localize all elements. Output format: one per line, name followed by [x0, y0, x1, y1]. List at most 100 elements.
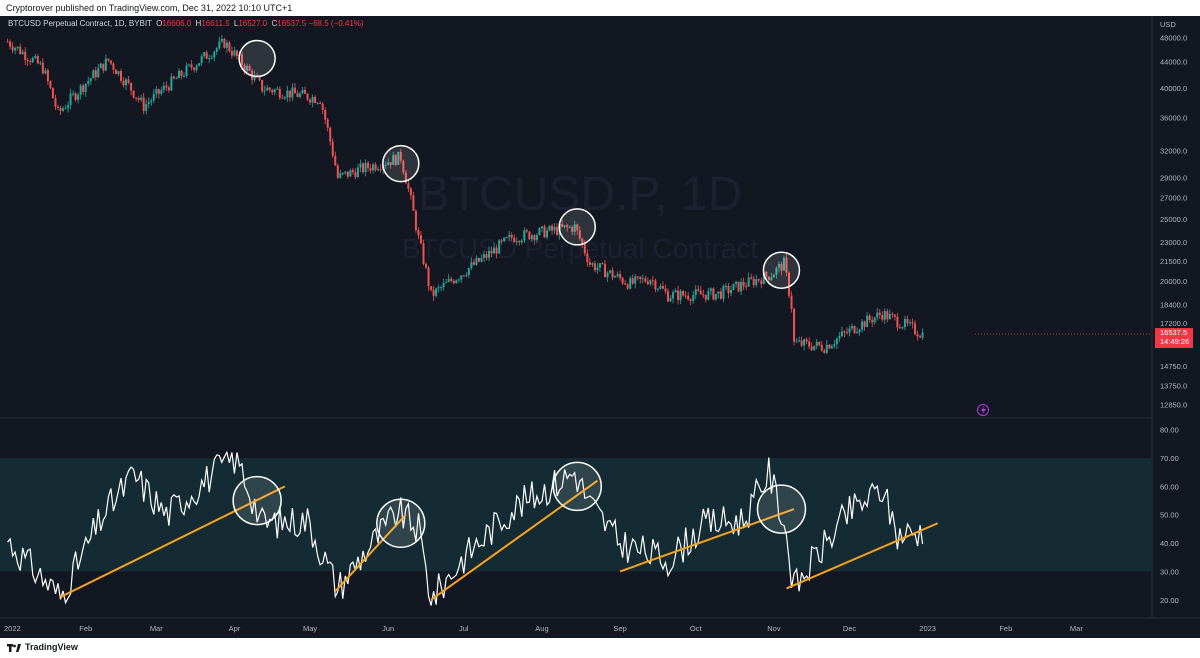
rsi-tick-label: 80.00	[1160, 426, 1179, 435]
candle	[649, 279, 652, 286]
candle-body	[770, 277, 773, 281]
candle-body	[135, 97, 138, 99]
candle-body	[737, 281, 740, 292]
rsi-trendline	[786, 522, 939, 590]
candle-body	[593, 263, 596, 271]
candle	[732, 283, 735, 291]
candle-body	[384, 165, 387, 167]
candle	[513, 234, 516, 243]
price-highlight-circle	[762, 251, 801, 289]
candle	[795, 337, 798, 343]
candle-body	[319, 102, 322, 104]
price-tick-label: 25000.0	[1160, 215, 1187, 224]
chart-canvas[interactable]: BTCUSD.P, 1D BTCUSD Perpetual Contract 4…	[0, 16, 1200, 638]
low-value: 16527.0	[238, 19, 268, 28]
candle	[82, 83, 85, 95]
candle-body	[553, 226, 556, 231]
price-candles[interactable]	[6, 34, 1152, 355]
candle-body	[450, 278, 453, 281]
candle-body	[132, 90, 135, 98]
candle-body	[157, 89, 160, 94]
candle-body	[301, 89, 304, 94]
candle-body	[167, 87, 170, 91]
rsi-axis[interactable]: 80.00 70.00 60.00 50.00 40.00 30.00 20.00	[1160, 426, 1179, 605]
time-tick-label: Mar	[150, 624, 163, 633]
candle	[354, 168, 357, 180]
candle-body	[213, 51, 216, 58]
candle-body	[538, 228, 541, 235]
time-tick-label: Aug	[535, 624, 548, 633]
low-label: L	[233, 19, 239, 28]
candle	[16, 46, 19, 51]
candle-body	[150, 100, 153, 103]
candle-body	[709, 288, 712, 291]
candle	[213, 50, 216, 62]
time-axis[interactable]: 2022 Feb Mar Apr May Jun Jul Aug Sep Oct Nov Dec 202…	[4, 624, 1083, 633]
candle	[528, 230, 531, 241]
candle-body	[414, 210, 417, 231]
candle	[210, 54, 213, 60]
candle-body	[906, 318, 909, 324]
time-tick-label: Sep	[613, 624, 626, 633]
candle	[856, 327, 859, 334]
candle	[561, 219, 564, 228]
candle-body	[389, 162, 392, 165]
candle-body	[546, 230, 549, 238]
candle	[29, 59, 32, 65]
candle-body	[235, 50, 238, 56]
candle-body	[684, 295, 687, 297]
candle	[878, 309, 881, 320]
candle-body	[351, 170, 354, 173]
rsi-pane[interactable]	[7, 450, 924, 606]
candle	[888, 309, 891, 320]
candle	[664, 284, 667, 295]
rsi-trendline	[619, 508, 795, 573]
candle-body	[205, 52, 208, 59]
lightning-icon[interactable]	[977, 404, 989, 416]
candle-body	[669, 298, 672, 302]
candle-body	[215, 48, 218, 52]
candle	[525, 228, 528, 234]
candle	[430, 286, 433, 292]
candle-body	[520, 240, 523, 243]
candle-body	[67, 105, 70, 109]
candle-body	[440, 287, 443, 289]
candle-body	[273, 89, 276, 93]
candle-body	[609, 270, 612, 273]
candle	[160, 86, 163, 96]
candle-body	[472, 262, 475, 265]
candle	[835, 337, 838, 349]
candle-body	[243, 65, 246, 71]
candle	[296, 90, 299, 98]
price-tick-label: 48000.0	[1160, 33, 1187, 42]
price-tick-label: 12850.0	[1160, 400, 1187, 409]
candle-body	[687, 295, 690, 300]
candle-body	[702, 294, 705, 296]
candle	[730, 285, 733, 297]
candle-body	[508, 234, 511, 238]
candle-body	[823, 350, 826, 353]
highlight-circles[interactable]	[232, 39, 807, 549]
candle	[34, 53, 37, 60]
candle-body	[740, 281, 743, 292]
candle	[334, 151, 337, 166]
candle	[709, 287, 712, 296]
candle-body	[893, 314, 896, 317]
candle-body	[162, 85, 165, 91]
candle	[314, 95, 317, 104]
time-tick-label: Jul	[459, 624, 469, 633]
candle-body	[919, 336, 922, 338]
candle	[467, 267, 470, 279]
candle	[518, 240, 521, 246]
candle-body	[208, 58, 211, 60]
rsi-trendlines[interactable]	[60, 479, 939, 601]
candle-body	[679, 291, 682, 301]
candle	[228, 40, 231, 53]
candle-body	[808, 341, 811, 347]
open-value: 16606.0	[162, 19, 192, 28]
candle	[243, 63, 246, 75]
symbol-label[interactable]: BTCUSD Perpetual Contract, 1D, BYBIT	[8, 19, 152, 28]
candle-body	[79, 85, 82, 95]
candle	[901, 326, 904, 330]
price-axis[interactable]: 48000.0 44000.0 40000.0 36000.0 32000.0 29000…	[1160, 33, 1187, 409]
